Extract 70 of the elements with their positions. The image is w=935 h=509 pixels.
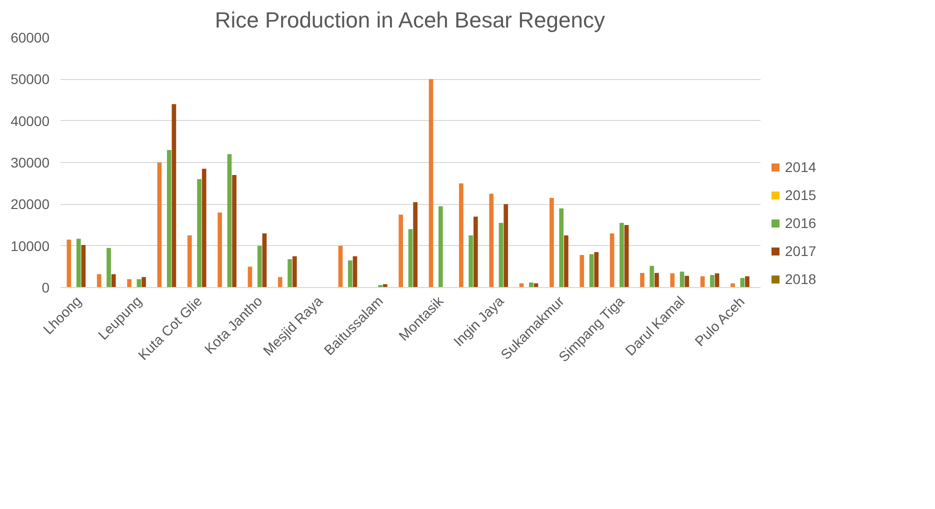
bar: [650, 266, 654, 288]
bar: [610, 233, 614, 288]
bar: [589, 254, 594, 288]
bar: [232, 175, 236, 288]
bar: [338, 246, 343, 288]
bar: [382, 284, 388, 288]
bar: [670, 273, 675, 288]
bar: [468, 235, 474, 288]
y-tick-label: 50000: [10, 71, 50, 88]
bar: [498, 222, 504, 288]
legend-label: 2018: [785, 271, 816, 287]
bar: [187, 235, 192, 288]
bar: [278, 277, 282, 288]
bar: [202, 168, 206, 288]
bar: [292, 256, 297, 288]
bar: [248, 266, 252, 288]
bar: [594, 252, 599, 288]
bar: [288, 259, 292, 288]
bar: [564, 235, 568, 288]
bar: [580, 255, 584, 288]
bar: [710, 275, 714, 288]
bar: [745, 276, 750, 288]
bar: [142, 277, 146, 288]
bar: [408, 229, 413, 288]
bar: [438, 206, 443, 288]
bar: [81, 245, 86, 288]
bar: [257, 246, 262, 288]
y-tick-label: 30000: [10, 154, 50, 170]
legend-label: 2015: [785, 187, 816, 203]
bar: [654, 272, 659, 288]
bar: [166, 150, 172, 288]
bar: [489, 194, 494, 288]
bar: [352, 256, 358, 288]
bar: [474, 216, 478, 288]
bar: [680, 272, 684, 288]
chart-title: Rice Production in Aceh Besar Regency: [214, 8, 605, 32]
bar: [348, 260, 352, 288]
bar: [504, 204, 508, 288]
y-tick-label: 60000: [10, 30, 50, 46]
bar: [157, 162, 162, 288]
bar: [262, 233, 267, 288]
bar: [106, 248, 111, 288]
bar: [398, 214, 404, 288]
bar: [197, 179, 202, 288]
y-tick-label: 40000: [10, 112, 50, 129]
bar: [529, 282, 534, 288]
bar: [227, 154, 232, 288]
legend-label: 2016: [785, 215, 816, 231]
bar: [66, 240, 72, 288]
bar: [428, 79, 434, 288]
legend-label: 2017: [785, 243, 816, 259]
bar: [740, 278, 745, 288]
bar: [172, 104, 176, 288]
legend-label: 2014: [785, 159, 816, 175]
bar: [624, 225, 629, 288]
bar: [218, 212, 222, 288]
bar: [559, 208, 564, 288]
bar: [640, 272, 644, 288]
bar: [96, 274, 102, 288]
y-tick-label: 0: [42, 280, 50, 296]
bar: [459, 183, 464, 288]
y-tick-label: 10000: [10, 238, 50, 254]
bar: [413, 202, 418, 288]
bar: [550, 198, 554, 288]
y-tick-label: 20000: [10, 196, 50, 212]
bar: [76, 238, 81, 288]
bar: [620, 222, 624, 288]
bar: [127, 279, 132, 288]
bar: [684, 276, 690, 288]
bar: [111, 274, 116, 288]
